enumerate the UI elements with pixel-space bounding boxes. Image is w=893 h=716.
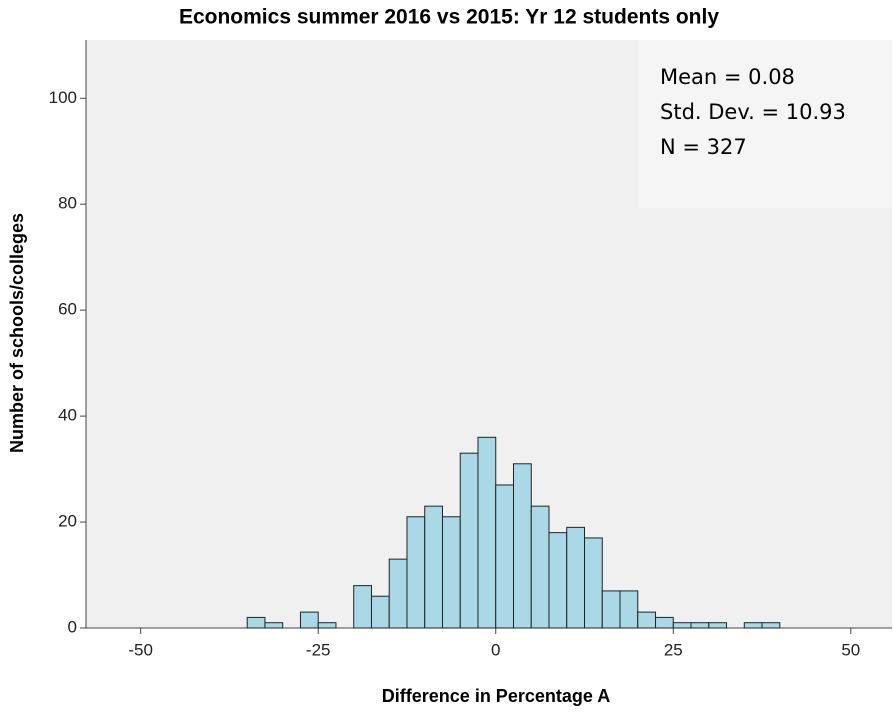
bar bbox=[708, 622, 728, 629]
bar bbox=[655, 616, 674, 629]
x-tick-label: 0 bbox=[491, 640, 500, 659]
x-tick-label: 25 bbox=[664, 640, 683, 659]
bar bbox=[264, 622, 284, 629]
y-tick-label: 40 bbox=[58, 406, 77, 425]
chart-title: Economics summer 2016 vs 2015: Yr 12 stu… bbox=[179, 6, 719, 29]
bar bbox=[761, 622, 781, 629]
bar bbox=[530, 505, 550, 629]
y-tick-label: 60 bbox=[58, 300, 77, 319]
bar bbox=[424, 505, 443, 629]
y-tick-label: 80 bbox=[58, 194, 77, 213]
bar bbox=[441, 516, 461, 629]
bar bbox=[743, 622, 763, 629]
y-tick-label: 100 bbox=[49, 88, 77, 107]
bar bbox=[495, 484, 514, 629]
bar bbox=[353, 585, 372, 629]
stat-text: Std. Dev. = 10.93 bbox=[660, 100, 846, 124]
x-tick-label: -25 bbox=[306, 640, 331, 659]
bar bbox=[459, 452, 479, 629]
bar bbox=[566, 526, 586, 629]
x-tick-label: 50 bbox=[841, 640, 860, 659]
bar bbox=[690, 622, 710, 629]
stat-text: N = 327 bbox=[660, 135, 747, 159]
bar bbox=[619, 590, 639, 629]
bar bbox=[601, 590, 621, 629]
y-tick-label: 20 bbox=[58, 512, 77, 531]
bar bbox=[548, 532, 568, 629]
bar bbox=[299, 611, 319, 629]
bar bbox=[637, 611, 657, 629]
bar bbox=[388, 558, 408, 629]
bar bbox=[317, 622, 337, 629]
bar bbox=[584, 537, 603, 629]
bar bbox=[406, 516, 426, 629]
x-tick-label: -50 bbox=[128, 640, 153, 659]
x-axis-label: Difference in Percentage A bbox=[382, 686, 610, 706]
stat-text: Mean = 0.08 bbox=[660, 65, 795, 89]
stats-box bbox=[638, 40, 892, 208]
bar bbox=[477, 436, 497, 629]
bar bbox=[246, 616, 266, 629]
y-axis-label: Number of schools/colleges bbox=[7, 213, 27, 453]
bar bbox=[672, 622, 692, 629]
bar bbox=[512, 463, 532, 629]
y-tick-label: 0 bbox=[68, 617, 77, 636]
bar bbox=[370, 595, 390, 629]
